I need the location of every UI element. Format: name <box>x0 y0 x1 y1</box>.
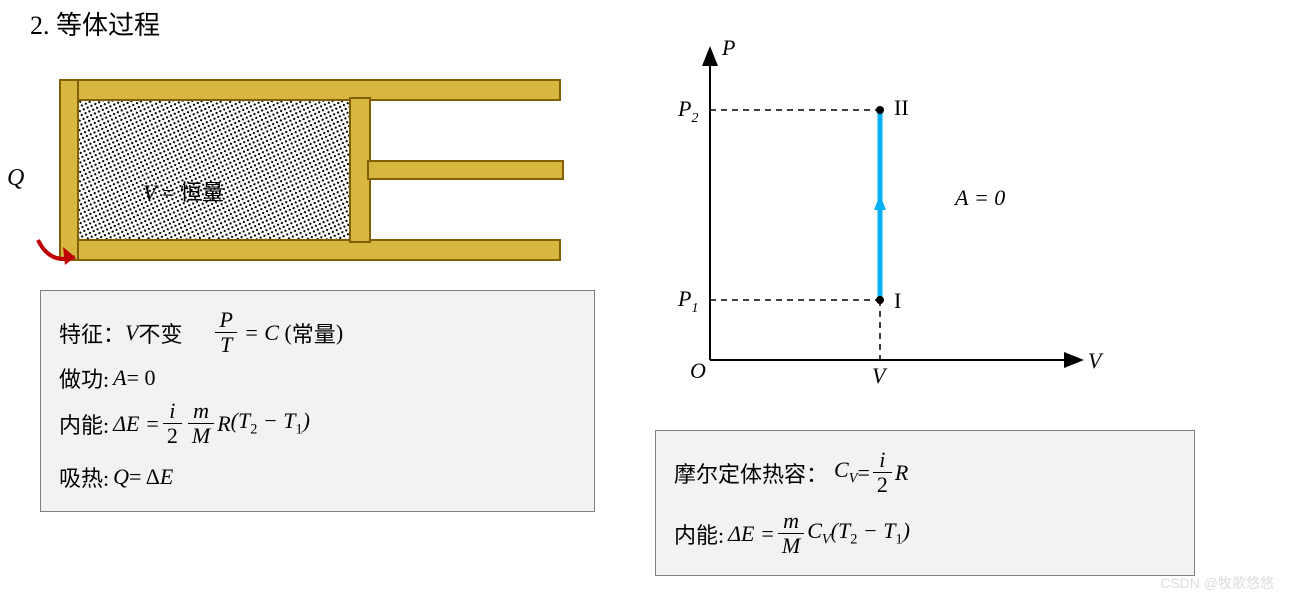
energy-line: 内能: ΔE = i 2 m M R (T2 − T1) <box>59 400 576 447</box>
characteristics-box: 特征： V 不变 P T = C (常量) 做功: A = 0 内能: ΔE =… <box>40 290 595 512</box>
svg-text:II: II <box>894 95 909 120</box>
svg-text:V: V <box>1088 348 1104 373</box>
molar-cv-line: 摩尔定体热容： CV = i 2 R <box>674 449 1176 496</box>
feature-line: 特征： V 不变 P T = C (常量) <box>59 309 576 356</box>
piston-diagram <box>35 65 595 275</box>
svg-text:P1: P1 <box>677 286 698 316</box>
energy-cv-line: 内能: ΔE = m M CV (T2 − T1) <box>674 510 1176 557</box>
svg-text:P: P <box>721 35 735 60</box>
heat-line: 吸热: Q = ΔE <box>59 461 576 493</box>
svg-text:I: I <box>894 288 901 313</box>
svg-text:V: V <box>872 363 888 388</box>
section-title: 2. 等体过程 <box>30 5 160 42</box>
a-equals-zero: A = 0 <box>955 185 1005 211</box>
v-constant-label: V = 恒量 <box>140 175 227 207</box>
svg-text:O: O <box>690 358 706 383</box>
molar-heat-box: 摩尔定体热容： CV = i 2 R 内能: ΔE = m M CV (T2 −… <box>655 430 1195 576</box>
work-line: 做功: A = 0 <box>59 362 576 394</box>
heat-q-label: Q <box>7 165 24 192</box>
pv-graph: P V O P2 P1 V II I <box>650 30 1130 410</box>
watermark: CSDN @牧歌悠悠 <box>1160 573 1274 593</box>
svg-text:P2: P2 <box>677 96 698 126</box>
